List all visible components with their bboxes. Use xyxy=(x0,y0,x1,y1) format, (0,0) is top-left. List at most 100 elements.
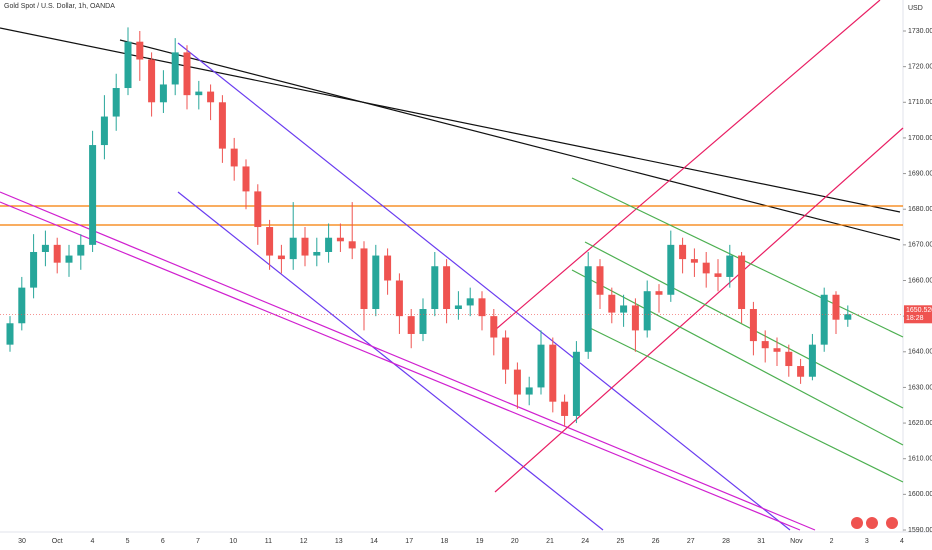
candle-body xyxy=(360,248,368,310)
x-tick-label: 5 xyxy=(126,538,130,545)
y-tick-label: 1600.000 xyxy=(908,491,932,498)
channel-line xyxy=(589,327,904,483)
trend-line xyxy=(494,127,904,493)
y-tick-label: 1670.000 xyxy=(908,242,932,249)
candle-body xyxy=(502,337,510,370)
y-tick-label: 1720.000 xyxy=(908,63,932,70)
event-icon[interactable] xyxy=(851,517,863,529)
candle-body xyxy=(266,227,274,256)
x-tick-label: 19 xyxy=(476,538,484,545)
candle-body xyxy=(313,251,321,256)
trend-line xyxy=(0,201,801,531)
candle-body xyxy=(372,255,380,310)
x-tick-label: 2 xyxy=(830,538,834,545)
candle-body xyxy=(336,237,344,242)
x-tick-label: 18 xyxy=(441,538,449,545)
chart-title: Gold Spot / U.S. Dollar, 1h, OANDA xyxy=(4,3,115,10)
x-tick-label: 4 xyxy=(90,538,94,545)
candle-body xyxy=(195,91,203,96)
y-tick-label: 1660.000 xyxy=(908,277,932,284)
candle-body xyxy=(572,351,580,416)
x-tick-label: 14 xyxy=(370,538,378,545)
candle-body xyxy=(53,244,61,263)
candle-body xyxy=(490,316,498,338)
event-icon[interactable] xyxy=(866,517,878,529)
candle-body xyxy=(407,316,415,334)
candle-body xyxy=(643,291,651,331)
candle-body xyxy=(100,116,108,146)
candle-body xyxy=(136,41,144,60)
candle-body xyxy=(218,102,226,149)
candle-body xyxy=(584,266,592,352)
candle-body xyxy=(65,255,73,263)
candle-body xyxy=(596,266,604,295)
y-tick-label: 1680.000 xyxy=(908,206,932,213)
x-tick-label: 27 xyxy=(687,538,695,545)
y-tick-label: 1630.000 xyxy=(908,384,932,391)
candle-body xyxy=(844,314,852,320)
y-tick-label: 1620.000 xyxy=(908,420,932,427)
candle-body xyxy=(443,266,451,310)
candle-body xyxy=(655,291,663,295)
candle-body xyxy=(207,91,215,103)
candle-body xyxy=(148,59,156,103)
candle-body xyxy=(89,145,97,245)
candle-body xyxy=(714,273,722,277)
countdown-label: 18:28 xyxy=(906,315,924,322)
x-tick-label: 7 xyxy=(196,538,200,545)
candle-body xyxy=(608,294,616,313)
candle-body xyxy=(702,262,710,274)
channel-line xyxy=(571,269,904,446)
currency-label: USD xyxy=(908,5,923,12)
x-tick-label: 26 xyxy=(652,538,660,545)
candle-body xyxy=(30,251,38,288)
x-tick-label: 30 xyxy=(18,538,26,545)
trend-line xyxy=(0,191,816,531)
x-tick-label: 3 xyxy=(865,538,869,545)
candle-body xyxy=(525,387,533,395)
candle-body xyxy=(325,237,333,252)
candle-body xyxy=(738,255,746,310)
candle-body xyxy=(808,344,816,377)
x-tick-label: 24 xyxy=(581,538,589,545)
candle-body xyxy=(679,244,687,260)
candle-body xyxy=(620,305,628,313)
candle-body xyxy=(124,41,132,89)
candle-body xyxy=(749,309,757,342)
y-tick-label: 1590.000 xyxy=(908,527,932,534)
candle-body xyxy=(785,351,793,367)
candle-body xyxy=(159,84,167,103)
candle-body xyxy=(395,280,403,317)
candle-body xyxy=(254,191,262,228)
y-tick-label: 1710.000 xyxy=(908,99,932,106)
candle-body xyxy=(454,305,462,310)
channel-line xyxy=(584,241,904,409)
trend-line xyxy=(177,42,791,531)
candle-body xyxy=(301,237,309,256)
x-tick-label: 28 xyxy=(722,538,730,545)
candle-body xyxy=(242,166,250,192)
last-price-box xyxy=(904,305,932,324)
candle-body xyxy=(537,344,545,388)
candle-body xyxy=(773,348,781,352)
candle-body xyxy=(112,88,120,117)
candle-body xyxy=(183,52,191,96)
y-tick-label: 1640.000 xyxy=(908,349,932,356)
candle-body xyxy=(466,298,474,306)
y-tick-label: 1730.000 xyxy=(908,28,932,35)
x-tick-label: 11 xyxy=(265,538,272,545)
x-tick-label: 6 xyxy=(161,538,165,545)
x-tick-label: 12 xyxy=(300,538,308,545)
candle-body xyxy=(667,244,675,295)
x-tick-label: 4 xyxy=(900,538,904,545)
x-tick-label: Oct xyxy=(52,538,63,545)
x-tick-label: 21 xyxy=(546,538,554,545)
candle-body xyxy=(289,237,297,260)
candle-body xyxy=(820,294,828,345)
candle-body xyxy=(6,323,14,345)
event-icon[interactable] xyxy=(886,517,898,529)
y-tick-label: 1690.000 xyxy=(908,170,932,177)
candle-body xyxy=(797,366,805,377)
